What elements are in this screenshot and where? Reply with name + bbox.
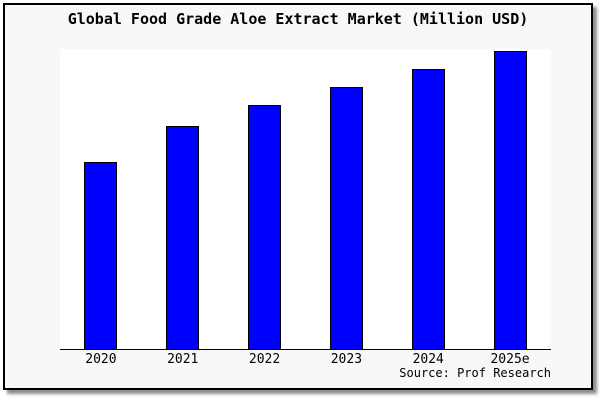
x-tick-label: 2021 — [167, 352, 199, 367]
bar-slot: 2025e — [469, 49, 551, 366]
chart-title: Global Food Grade Aloe Extract Market (M… — [67, 10, 529, 28]
source-caption: Source: Prof Research — [399, 366, 551, 380]
x-tick-label: 2025e — [490, 352, 530, 367]
bar-slot: 2022 — [224, 49, 306, 366]
bar-2023 — [329, 86, 363, 349]
x-tick-label: 2023 — [330, 352, 363, 367]
x-tick-label: 2024 — [412, 352, 444, 367]
bar-2021 — [166, 125, 200, 349]
bar-slot: 2021 — [142, 49, 224, 366]
bar-2020 — [84, 161, 118, 349]
plot-area: 2020 2021 2022 2023 2024 2025e — [60, 49, 551, 366]
bar-2022 — [248, 105, 282, 349]
bar-slot: 2024 — [387, 49, 469, 366]
bar-2025e — [493, 51, 527, 349]
bar-2024 — [411, 68, 445, 349]
x-tick-label: 2022 — [248, 352, 281, 367]
bar-slot: 2020 — [60, 49, 142, 366]
bars-container: 2020 2021 2022 2023 2024 2025e — [60, 49, 551, 366]
x-tick-label: 2020 — [85, 352, 117, 367]
bar-slot: 2023 — [305, 49, 387, 366]
chart-card: Global Food Grade Aloe Extract Market (M… — [3, 3, 593, 390]
